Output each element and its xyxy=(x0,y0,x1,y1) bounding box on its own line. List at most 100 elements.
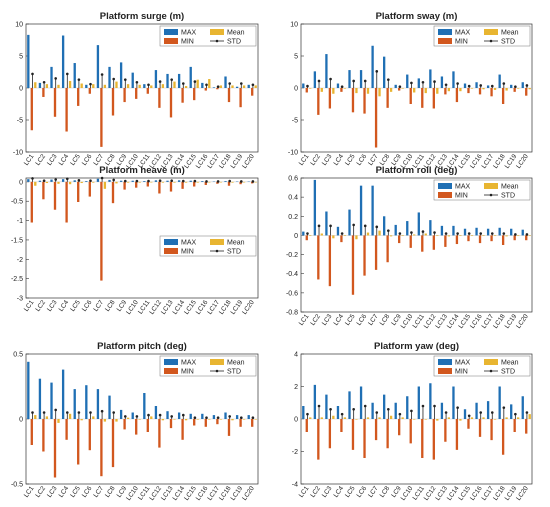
legend-marker-std xyxy=(215,249,219,253)
legend-label-min: MIN xyxy=(455,193,468,200)
std-marker-LC16 xyxy=(205,180,208,183)
legend-marker-std xyxy=(215,369,219,373)
std-marker-LC19 xyxy=(514,233,517,236)
std-marker-LC2 xyxy=(317,404,321,408)
bar-max-LC19 xyxy=(235,86,239,88)
x-tick-label: LC1 xyxy=(23,485,36,499)
bar-min-LC13 xyxy=(169,88,173,118)
bar-mean-LC18 xyxy=(231,181,234,183)
bar-min-LC12 xyxy=(432,235,435,250)
legend-swatch-mean xyxy=(210,29,224,35)
bar-min-LC16 xyxy=(478,235,482,244)
bar-mean-LC5 xyxy=(355,88,358,94)
bar-max-LC7 xyxy=(371,45,374,88)
y-tick-label: 2 xyxy=(294,384,298,391)
bar-max-LC13 xyxy=(166,411,169,419)
bar-max-LC9 xyxy=(119,180,123,182)
bar-max-LC6 xyxy=(359,70,363,88)
bar-mean-LC11 xyxy=(424,419,427,420)
std-marker-LC14 xyxy=(456,232,459,235)
y-tick-label: -1 xyxy=(17,218,23,225)
bar-mean-LC9 xyxy=(126,84,130,88)
std-marker-LC12 xyxy=(433,231,436,234)
bar-mean-LC12 xyxy=(436,88,439,94)
legend-label-min: MIN xyxy=(181,249,194,256)
bar-max-LC19 xyxy=(510,228,513,236)
x-tick-label: LC2 xyxy=(309,313,322,327)
bar-mean-LC17 xyxy=(219,181,223,183)
std-marker-LC20 xyxy=(251,180,255,183)
bar-max-LC2 xyxy=(313,71,317,88)
std-marker-LC6 xyxy=(89,411,92,414)
bar-mean-LC2 xyxy=(45,416,49,419)
bar-mean-LC7 xyxy=(378,230,381,236)
std-marker-LC15 xyxy=(467,84,471,88)
std-marker-LC10 xyxy=(135,415,139,418)
std-marker-LC12 xyxy=(433,404,436,408)
bar-mean-LC11 xyxy=(424,233,427,236)
x-tick-label: LC6 xyxy=(356,485,369,499)
bar-max-LC15 xyxy=(189,180,192,182)
bar-max-LC17 xyxy=(212,415,216,419)
bar-max-LC8 xyxy=(383,216,386,236)
bar-min-LC19 xyxy=(513,419,516,432)
bar-mean-LC7 xyxy=(378,417,381,419)
bar-min-LC16 xyxy=(478,88,482,95)
std-marker-LC15 xyxy=(467,232,471,235)
legend-label-min: MIN xyxy=(181,369,194,376)
bar-mean-LC20 xyxy=(254,85,257,88)
bar-max-LC7 xyxy=(96,389,100,419)
bar-min-LC4 xyxy=(65,419,68,440)
x-tick-label: LC3 xyxy=(46,153,59,167)
x-tick-label: LC20 xyxy=(515,485,530,502)
x-tick-label: LC4 xyxy=(58,299,71,313)
bar-max-LC6 xyxy=(85,181,88,182)
bar-mean-LC8 xyxy=(115,181,118,184)
y-tick-label: 5 xyxy=(19,54,23,61)
bar-min-LC13 xyxy=(444,235,447,247)
bar-max-LC15 xyxy=(463,83,467,88)
bar-max-LC17 xyxy=(486,85,490,88)
bar-min-LC1 xyxy=(30,88,33,131)
x-tick-label: LC6 xyxy=(356,313,369,327)
bar-min-LC13 xyxy=(169,181,173,192)
bar-min-LC6 xyxy=(88,181,91,197)
bar-min-LC11 xyxy=(146,181,149,187)
bar-max-LC10 xyxy=(406,74,409,88)
bar-min-LC17 xyxy=(490,235,493,242)
bar-mean-LC11 xyxy=(150,85,153,88)
chart-title: Platform pitch (deg) xyxy=(97,341,187,352)
legend-box xyxy=(433,355,531,377)
std-marker-LC20 xyxy=(251,416,255,420)
bar-min-LC19 xyxy=(513,88,516,92)
y-tick-label: 0 xyxy=(294,417,298,424)
x-tick-label: LC7 xyxy=(367,485,380,499)
bar-max-LC4 xyxy=(336,83,340,88)
x-tick-label: LC2 xyxy=(309,485,322,499)
bar-max-LC2 xyxy=(313,384,317,419)
std-marker-LC3 xyxy=(329,224,332,228)
bar-min-LC6 xyxy=(363,419,366,458)
y-tick-label: -2 xyxy=(17,257,23,264)
bar-min-LC9 xyxy=(123,181,126,190)
bar-max-LC2 xyxy=(38,378,42,419)
bar-min-LC16 xyxy=(478,419,482,437)
bar-mean-LC8 xyxy=(115,419,118,422)
std-marker-LC16 xyxy=(205,83,208,87)
bar-mean-LC16 xyxy=(208,79,211,88)
legend-swatch-max xyxy=(438,359,452,365)
bar-max-LC1 xyxy=(27,361,30,419)
legend-box xyxy=(433,179,531,201)
bar-mean-LC2 xyxy=(45,84,49,88)
chart-title: Platform heave (m) xyxy=(99,165,185,176)
x-tick-label: LC1 xyxy=(23,299,36,313)
legend-label-max: MAX xyxy=(181,240,197,247)
x-tick-label: LC8 xyxy=(104,485,117,499)
legend-label-max: MAX xyxy=(455,360,471,367)
bar-min-LC13 xyxy=(169,419,173,429)
x-tick-label: LC5 xyxy=(69,485,82,499)
legend-swatch-max xyxy=(164,359,178,365)
bar-max-LC3 xyxy=(325,211,328,236)
std-marker-LC7 xyxy=(100,409,104,413)
std-marker-LC18 xyxy=(502,232,506,235)
